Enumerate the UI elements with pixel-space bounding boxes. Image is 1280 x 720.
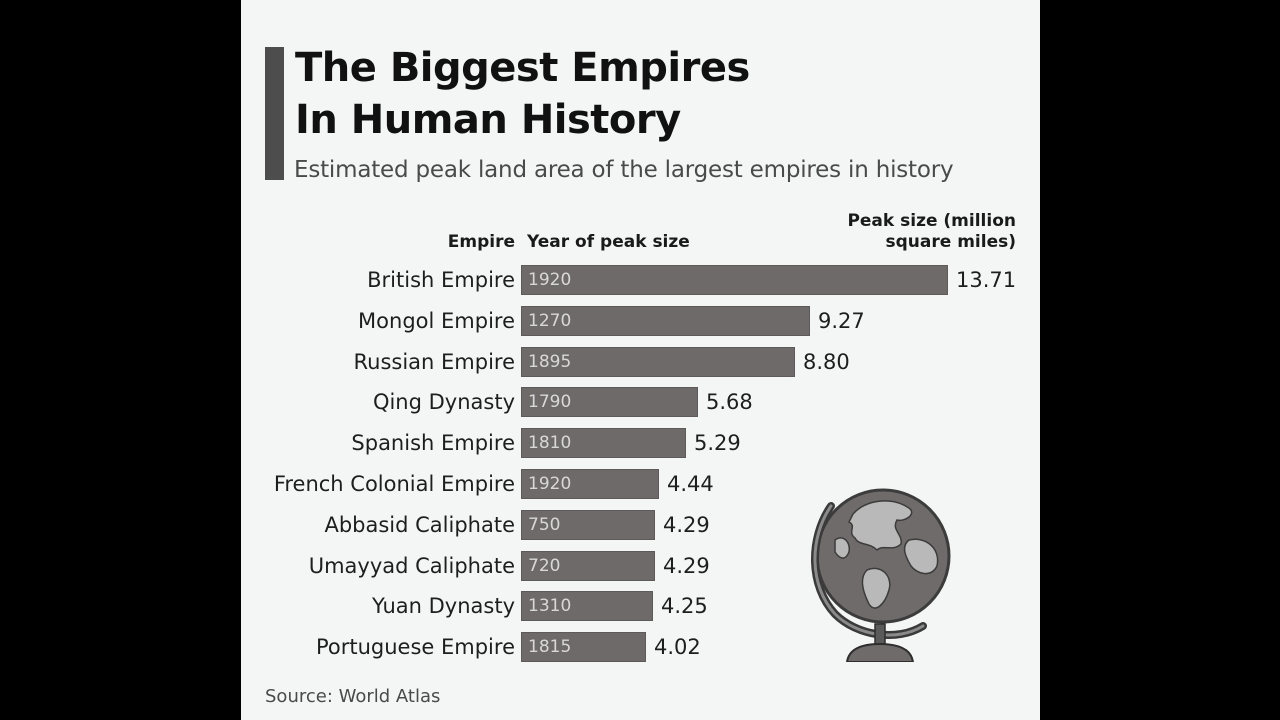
column-header-year: Year of peak size	[527, 232, 690, 252]
bar-year-label: 750	[528, 514, 561, 535]
globe-icon	[811, 488, 951, 662]
bar: 1810	[521, 428, 686, 459]
bar-year-label: 1920	[528, 474, 572, 494]
value-label: 13.71	[956, 268, 1017, 292]
chart-title: The Biggest Empires In Human History	[295, 42, 750, 146]
column-header-peak-size: Peak size (million square miles)	[847, 211, 1016, 252]
title-accent-bar	[265, 47, 284, 180]
empire-label: Spanish Empire	[351, 431, 515, 456]
value-label: 4.29	[663, 512, 710, 537]
bar: 750	[521, 509, 655, 540]
empire-label: Russian Empire	[353, 349, 515, 374]
column-header-empire: Empire	[447, 232, 515, 252]
bar: 1310	[521, 591, 653, 622]
bar-year-label: 1790	[528, 392, 572, 413]
empire-label: Abbasid Caliphate	[324, 512, 515, 537]
value-label: 4.02	[654, 635, 701, 660]
bar-year-label: 720	[528, 555, 561, 576]
value-label: 4.25	[661, 594, 708, 619]
value-label: 4.44	[667, 472, 714, 496]
empire-label: Mongol Empire	[358, 308, 515, 333]
title-line-2: In Human History	[295, 97, 681, 143]
bar-year-label: 1815	[528, 637, 572, 658]
empire-label: Yuan Dynasty	[372, 594, 515, 619]
value-label: 4.29	[663, 553, 710, 578]
chart-panel: The Biggest Empires In Human History Est…	[241, 0, 1040, 720]
bar-year-label: 1920	[528, 270, 572, 290]
title-line-1: The Biggest Empires	[295, 45, 750, 91]
source-note: Source: World Atlas	[265, 686, 441, 707]
bar-year-label: 1270	[528, 310, 572, 331]
value-label: 5.68	[706, 390, 753, 415]
empire-label: Qing Dynasty	[372, 390, 515, 415]
value-label: 8.80	[803, 349, 850, 374]
empire-label: Portuguese Empire	[315, 635, 515, 660]
bar-year-label: 1310	[528, 596, 572, 617]
bar-year-label: 1895	[528, 351, 572, 372]
value-label: 9.27	[818, 308, 865, 333]
bar: 1920	[521, 265, 948, 295]
bar-year-label: 1810	[528, 433, 572, 454]
bar: 1790	[521, 387, 698, 418]
bar: 1270	[521, 305, 810, 336]
bar: 1815	[521, 632, 646, 663]
chart-subtitle: Estimated peak land area of the largest …	[294, 157, 954, 183]
empire-label: French Colonial Empire	[273, 472, 515, 496]
bar: 1920	[521, 469, 659, 499]
bar: 1895	[521, 346, 795, 377]
value-label: 5.29	[694, 431, 741, 456]
empire-label: British Empire	[367, 268, 515, 292]
empire-label: Umayyad Caliphate	[308, 553, 515, 578]
bar: 720	[521, 550, 655, 581]
